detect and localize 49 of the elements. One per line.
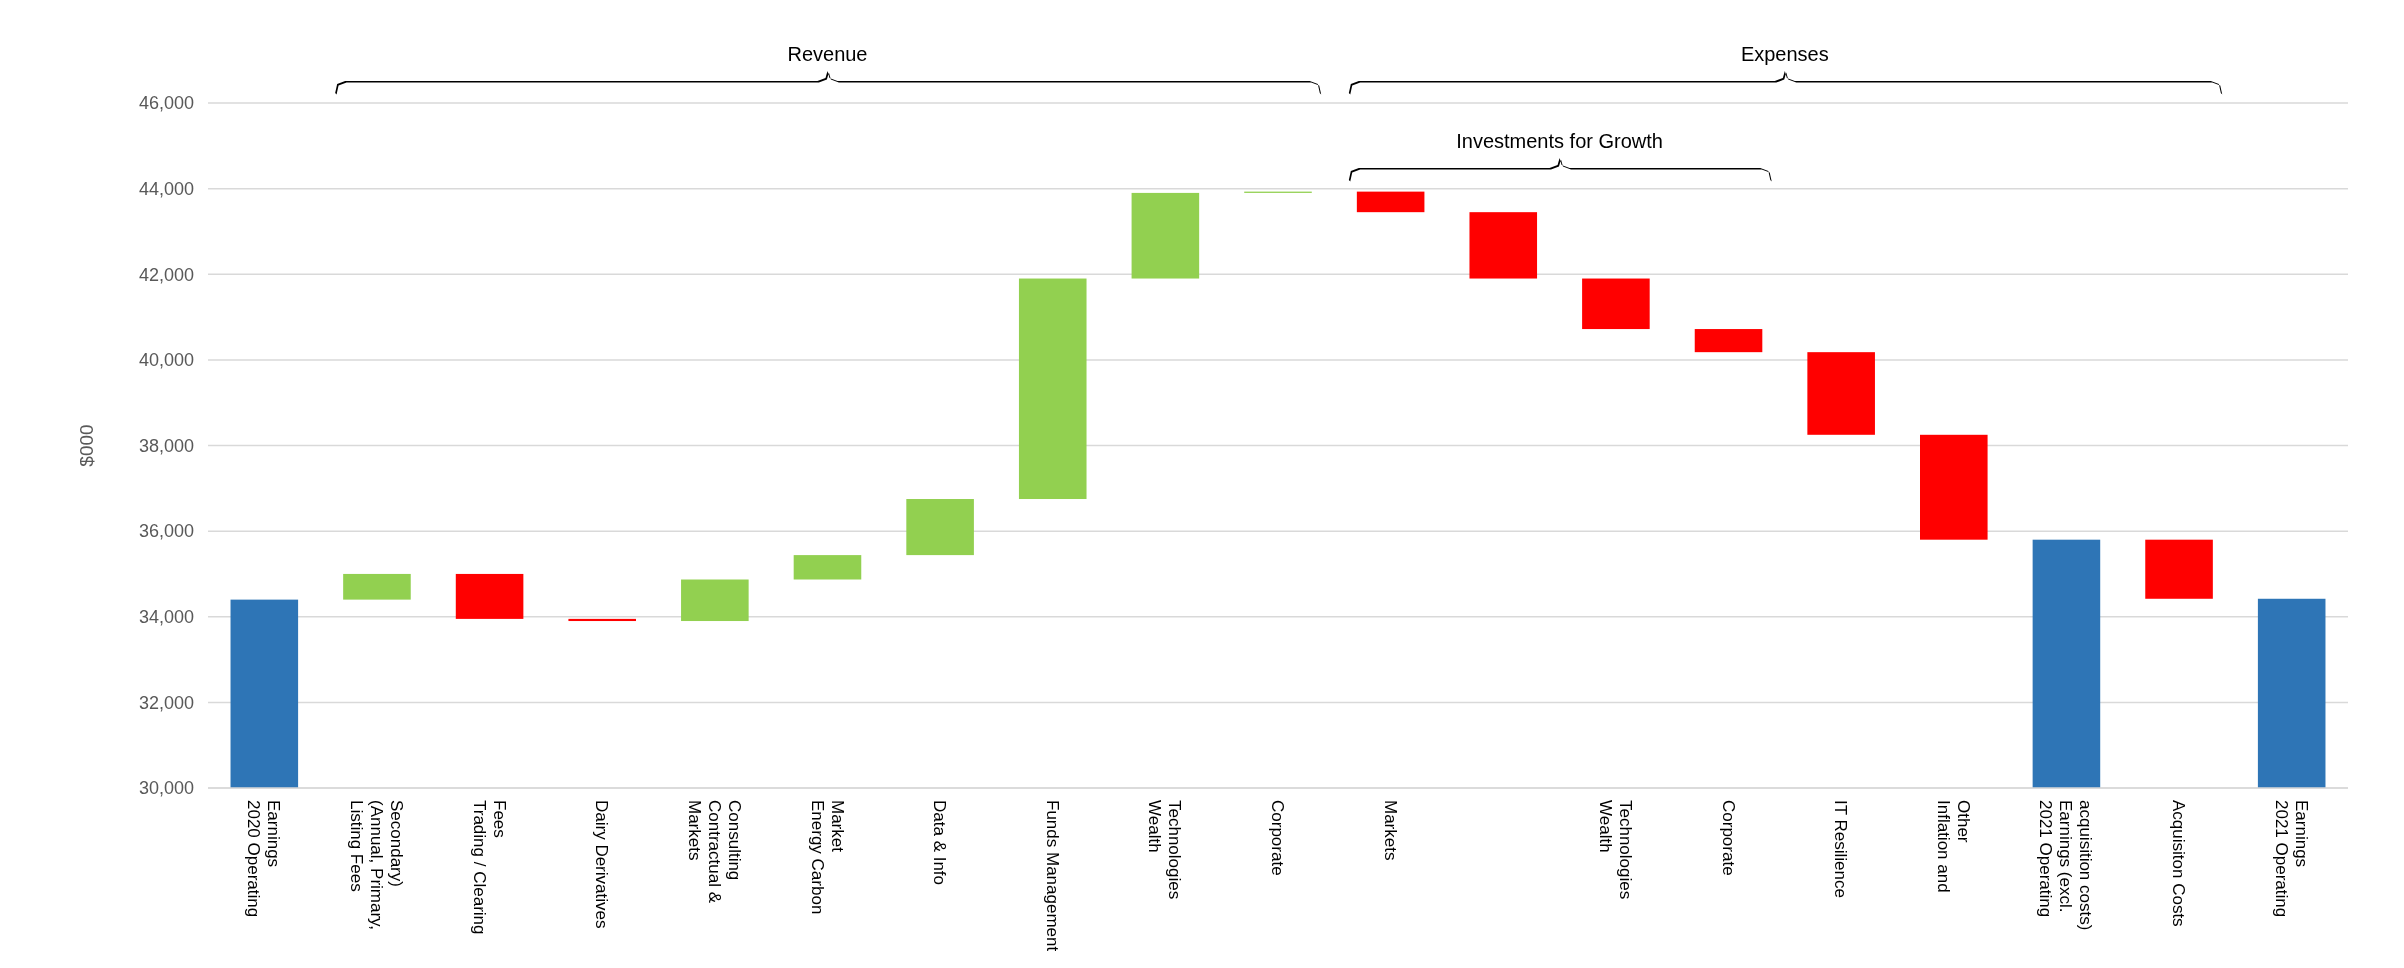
y-tick-label: 44,000 [138, 178, 194, 199]
x-tick-label: Trading / Clearing Fees [469, 800, 509, 935]
x-tick-label: Funds Management [1042, 800, 1062, 952]
bar [455, 573, 524, 619]
x-tick-label: Markets Contractual & Consulting [684, 800, 744, 904]
y-tick-label: 36,000 [138, 521, 194, 542]
y-axis-title: $000 [76, 424, 97, 467]
bar [1356, 191, 1425, 213]
y-tick-label: 30,000 [138, 778, 194, 799]
x-tick-label: 2021 Operating Earnings [2271, 800, 2311, 918]
bar [230, 599, 299, 788]
bar [681, 579, 749, 622]
bar [1018, 278, 1087, 500]
y-tick-label: 32,000 [138, 692, 194, 713]
bar [2032, 539, 2101, 788]
x-tick-label: Listing Fees (Annual, Primary, Secondary) [347, 800, 406, 931]
y-tick-label: 40,000 [138, 350, 194, 371]
bar [1469, 212, 1538, 279]
bar [1131, 192, 1200, 279]
bar [1582, 278, 1650, 330]
x-tick-label: Energy Carbon Market [807, 800, 847, 915]
x-tick-label: Wealth Technologies [1595, 800, 1635, 900]
text: Expenses [1740, 43, 1829, 65]
x-tick-label: Data & Info [930, 800, 950, 886]
y-tick-label: 38,000 [138, 435, 194, 456]
y-tick-label: 34,000 [138, 607, 194, 628]
y-tick-label: 42,000 [138, 264, 194, 285]
x-tick-label: Dairy Derivatives [592, 800, 612, 929]
x-tick-label: 2021 Operating Earnings (excl. acquisition costs) [2036, 800, 2096, 931]
bar [2257, 598, 2326, 788]
text: Revenue [787, 43, 868, 65]
bar [793, 555, 862, 580]
bar [1807, 352, 1875, 435]
x-tick-label: Markets [1380, 800, 1400, 861]
x-tick-label: Inflation and Other [1933, 800, 1973, 893]
x-tick-label: Acquisiton Costs [2169, 800, 2189, 927]
x-tick-label: Wealth Technologies [1145, 800, 1185, 900]
x-tick-label: IT Resilience [1831, 800, 1851, 898]
bar [568, 618, 636, 622]
bar [343, 573, 411, 600]
annotation: Investments for Growth [1456, 130, 1663, 152]
bar [2145, 539, 2213, 599]
bar [1920, 434, 1988, 540]
x-tick-label: 2020 Operating Earnings [244, 800, 284, 918]
y-tick-label: 46,000 [138, 93, 194, 114]
bar [1694, 329, 1763, 353]
x-tick-label: Corporate [1718, 800, 1738, 876]
bar [906, 499, 974, 556]
x-tick-label: Corporate [1268, 800, 1288, 876]
